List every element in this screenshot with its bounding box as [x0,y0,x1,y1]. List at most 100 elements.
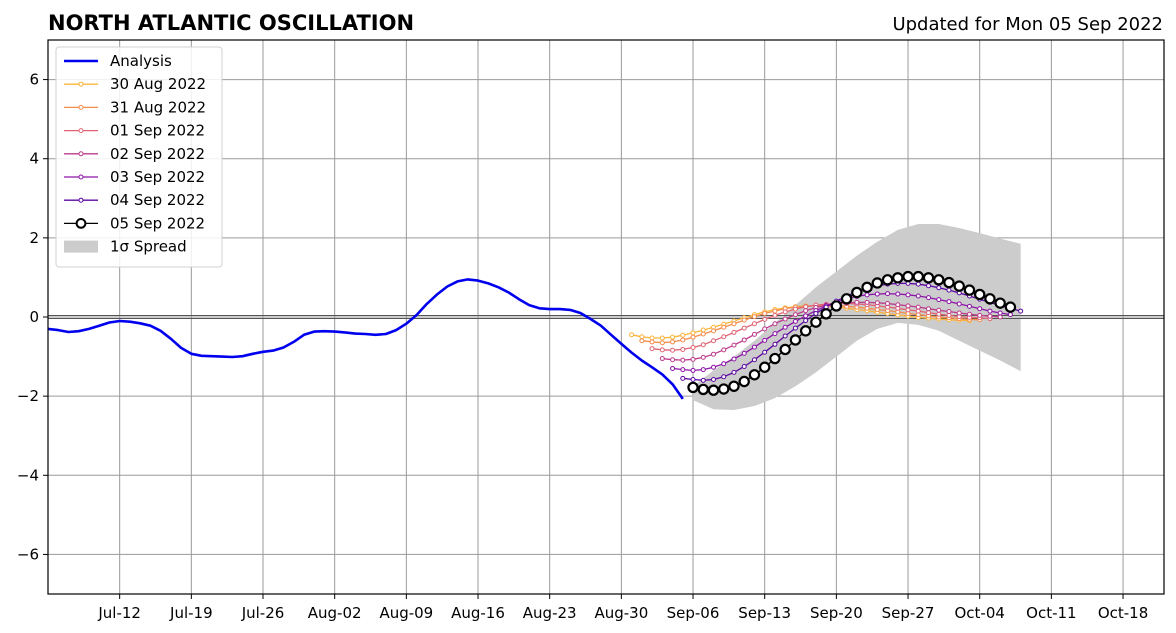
forecast-point [936,285,942,291]
x-tick-label: Sep-27 [882,604,935,622]
forecast-point [721,347,727,353]
x-tick-label: Jul-26 [241,604,285,622]
x-tick-label: Aug-09 [379,604,433,622]
latest-forecast-point [963,284,976,296]
forecast-point [803,308,809,314]
forecast-point [762,337,768,343]
forecast-point [659,356,665,362]
axis-ticks: Jul-12 Jul-19 Jul-26 Aug-02 Aug-09 Aug-16 Aug-… [17,71,1148,622]
forecast-point [762,316,768,322]
forecast-point [936,297,942,303]
forecast-point [680,332,686,338]
x-tick-label: Oct-18 [1098,604,1148,622]
forecast-point [864,292,870,298]
forecast-point [792,318,798,324]
latest-forecast-point [912,270,924,283]
forecast-point [680,375,686,381]
latest-forecast-point [707,384,720,396]
latest-forecast-point [892,272,904,284]
forecast-point [711,338,717,344]
analysis-line [47,278,684,400]
legend-entry: 03 Sep 2022 [64,168,205,186]
latest-forecast-point [881,274,894,286]
forecast-point [659,340,665,346]
latest-forecast-point [769,352,781,365]
forecast-point [690,377,696,383]
forecast-point [649,335,655,341]
forecast-point [700,327,706,333]
legend-band-icon [64,240,98,253]
forecast-point [977,306,983,312]
forecast-point [680,367,686,373]
legend-label: 05 Sep 2022 [110,214,205,232]
forecast-point [803,318,809,324]
latest-forecast-point [738,375,750,388]
series-layer [47,270,1024,400]
forecast-point [813,310,819,316]
legend-label: 04 Sep 2022 [110,191,205,209]
y-tick-label: 2 [29,229,39,247]
forecast-point [885,301,891,307]
forecast-point [670,357,676,363]
latest-forecast-point [922,272,935,284]
x-tick-label: Oct-11 [1026,604,1076,622]
forecast-point [772,312,778,318]
forecast-point [1018,308,1024,314]
y-tick-label: −2 [17,387,39,405]
forecast-point [690,356,696,362]
forecast-point [690,344,696,350]
forecast-point [721,334,727,340]
legend-label: 01 Sep 2022 [110,122,205,140]
legend: Analysis 30 Aug 2022 31 Aug 2022 01 Sep 202… [55,46,223,268]
latest-forecast-point [1004,301,1017,313]
latest-forecast-point [748,369,761,381]
forecast-point [926,295,932,301]
latest-forecast-point [799,325,812,337]
legend-entry: 02 Sep 2022 [64,145,205,163]
legend-dot-icon [78,128,84,134]
legend-dot-icon [78,197,84,203]
latest-forecast-point [718,383,730,395]
latest-forecast-point [902,270,914,283]
latest-forecast-point [687,381,699,394]
forecast-point [751,321,757,327]
forecast-point [915,281,921,287]
forecast-point [864,299,870,305]
forecast-point [741,363,747,369]
forecast-point [721,361,727,367]
forecast-point [966,311,972,317]
latest-forecast-point [789,334,802,346]
forecast-point [762,349,768,355]
x-tick-label: Sep-06 [667,604,720,622]
forecast-point [915,308,921,314]
legend-label: 31 Aug 2022 [110,98,206,116]
forecast-point [987,313,993,319]
legend-label: Analysis [110,52,172,70]
forecast-point [782,316,788,322]
forecast-point [936,311,942,317]
forecast-point [629,332,635,338]
legend-box [55,46,223,268]
legend-entry: 30 Aug 2022 [64,75,206,93]
legend-dot-icon [78,81,84,87]
forecast-point [905,303,911,309]
forecast-point [762,326,768,332]
latest-forecast-point [820,308,832,320]
forecast-point [700,367,706,373]
legend-dot-icon [78,104,84,110]
forecast-point [700,354,706,360]
forecast-point [700,377,706,383]
forecast-point [915,304,921,310]
y-tick-label: 6 [29,71,39,89]
forecast-point [915,293,921,299]
forecast-point [772,308,778,314]
legend-label: 1σ Spread [110,238,187,256]
forecast-point [926,283,932,289]
forecast-point [956,310,962,316]
latest-forecast-point [728,380,740,392]
forecast-point [741,317,747,323]
forecast-point [854,299,860,305]
forecast-point [741,337,747,343]
forecast-point [721,324,727,330]
forecast-point [670,334,676,340]
